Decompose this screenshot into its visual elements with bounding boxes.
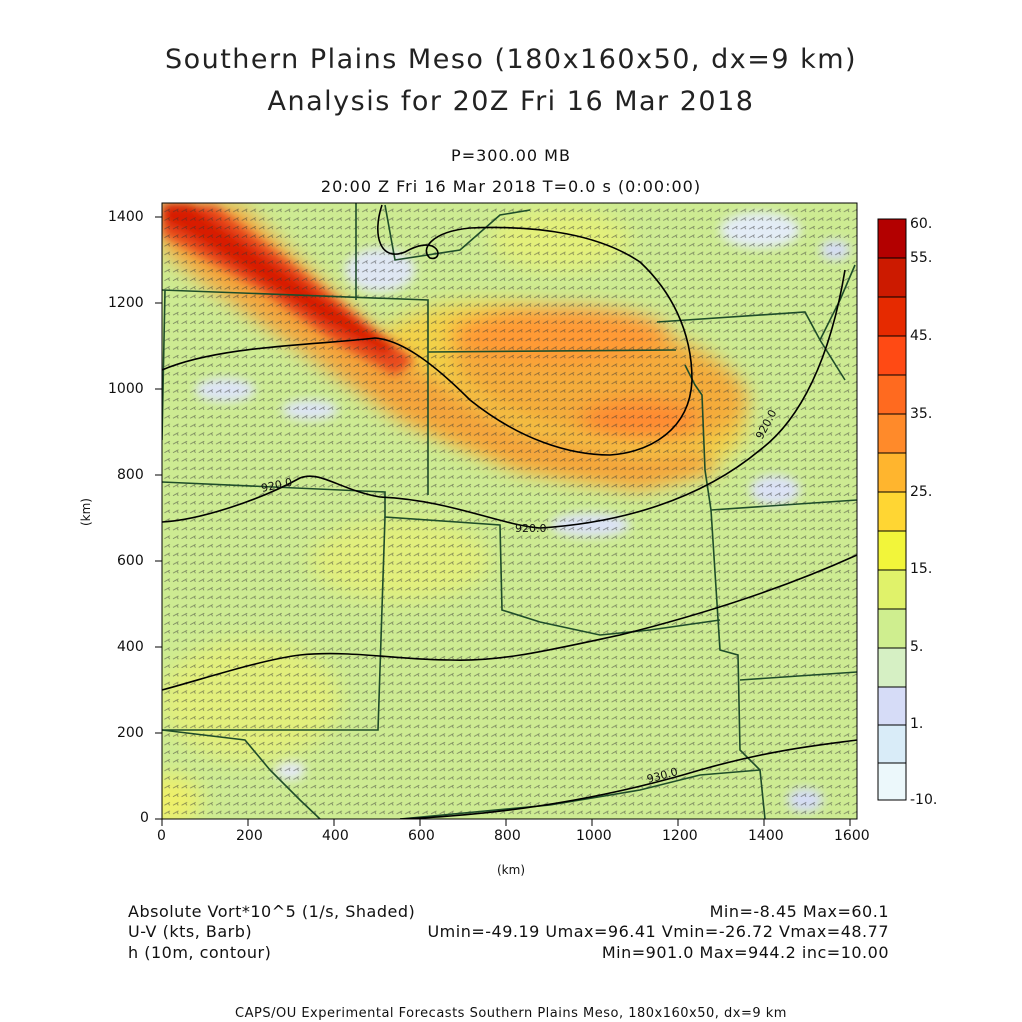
y-tick-label: 400 [117, 639, 144, 655]
colorbar-label: 60. [910, 216, 933, 232]
y-axis-unit: (km) [79, 497, 94, 527]
x-tick-label: 400 [322, 828, 349, 844]
y-tick-label: 1400 [108, 209, 144, 225]
colorbar-label: 45. [910, 328, 933, 344]
x-tick-label: 800 [494, 828, 521, 844]
colorbar-swatch [878, 375, 906, 414]
valid-time-label: 20:00 Z Fri 16 Mar 2018 T=0.0 s (0:00:00… [320, 177, 702, 196]
colorbar-swatch [878, 492, 906, 531]
x-tick-label: 200 [236, 828, 263, 844]
legend-field-height: h (10m, contour) [128, 943, 272, 962]
colorbar-swatch [878, 297, 906, 336]
colorbar-swatch [878, 414, 906, 453]
footer-credit: CAPS/OU Experimental Forecasts Southern … [235, 1006, 787, 1021]
vorticity-shading [162, 203, 857, 819]
contour-label: 920.0 [260, 476, 294, 495]
legend-field-wind: U-V (kts, Barb) [128, 922, 253, 941]
plot-frame [161, 202, 858, 820]
height-contours [162, 204, 857, 819]
colorbar-swatch [878, 648, 906, 687]
x-tick-label: 1200 [662, 828, 698, 844]
colorbar-label: 15. [910, 561, 933, 577]
colorbar-swatch [878, 763, 906, 800]
y-tick-label: 0 [140, 810, 149, 826]
legend-vorticity-range: Min=-8.45 Max=60.1 [709, 902, 889, 921]
legend-wind-range: Umin=-49.19 Umax=96.41 Vmin=-26.72 Vmax=… [427, 922, 889, 941]
colorbar [877, 218, 907, 801]
y-tick-label: 800 [117, 467, 144, 483]
legend-height-range: Min=901.0 Max=944.2 inc=10.00 [601, 943, 889, 962]
colorbar-swatch [878, 258, 906, 297]
map-title-line1: Southern Plains Meso (180x160x50, dx=9 k… [164, 44, 858, 75]
pressure-level-label: P=300.00 MB [451, 146, 571, 165]
colorbar-swatch [878, 725, 906, 763]
colorbar-swatch [878, 687, 906, 725]
colorbar-swatch [878, 336, 906, 375]
colorbar-swatch [878, 453, 906, 492]
y-tick-label: 600 [117, 553, 144, 569]
colorbar-label: 25. [910, 484, 933, 500]
x-tick-label: 0 [157, 828, 166, 844]
map-title-line2: Analysis for 20Z Fri 16 Mar 2018 [267, 86, 755, 117]
y-tick-label: 200 [117, 725, 144, 741]
colorbar-label: -10. [910, 792, 938, 808]
x-tick-label: 1400 [748, 828, 784, 844]
legend-field-vorticity: Absolute Vort*10^5 (1/s, Shaded) [128, 902, 416, 921]
x-tick-label: 1600 [834, 828, 870, 844]
colorbar-swatch [878, 219, 906, 258]
x-tick-label: 600 [408, 828, 435, 844]
colorbar-swatch [878, 570, 906, 609]
colorbar-swatch [878, 531, 906, 570]
colorbar-label: 5. [910, 639, 924, 655]
x-axis-unit: (km) [497, 863, 526, 877]
y-axis-ticks [155, 216, 162, 820]
x-tick-label: 1000 [576, 828, 612, 844]
y-tick-label: 1000 [108, 381, 144, 397]
colorbar-label: 1. [910, 716, 924, 732]
colorbar-label: 55. [910, 250, 933, 266]
colorbar-swatch [878, 609, 906, 648]
y-tick-label: 1200 [108, 295, 144, 311]
contour-label: 920.0 [515, 522, 547, 535]
x-axis-ticks [161, 819, 851, 826]
colorbar-label: 35. [910, 406, 933, 422]
